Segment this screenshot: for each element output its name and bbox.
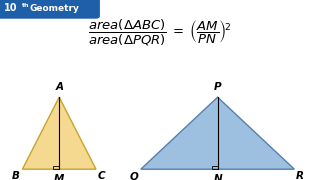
Text: Geometry: Geometry <box>29 4 79 13</box>
Text: M: M <box>54 174 64 180</box>
Text: Q: Q <box>129 171 138 180</box>
Polygon shape <box>141 97 294 169</box>
Polygon shape <box>22 97 96 169</box>
Text: C: C <box>98 171 106 180</box>
Text: A: A <box>55 82 63 92</box>
Text: N: N <box>213 174 222 180</box>
FancyBboxPatch shape <box>0 0 99 18</box>
Text: B: B <box>12 171 19 180</box>
Text: $\dfrac{area(\Delta ABC)}{area(\Delta PQR)}$$\;=\;\left(\dfrac{AM}{PN}\right)^{\: $\dfrac{area(\Delta ABC)}{area(\Delta PQ… <box>88 18 232 48</box>
Text: P: P <box>214 82 221 92</box>
Text: R: R <box>296 171 304 180</box>
Text: th: th <box>22 3 29 8</box>
Text: 10: 10 <box>4 3 17 13</box>
